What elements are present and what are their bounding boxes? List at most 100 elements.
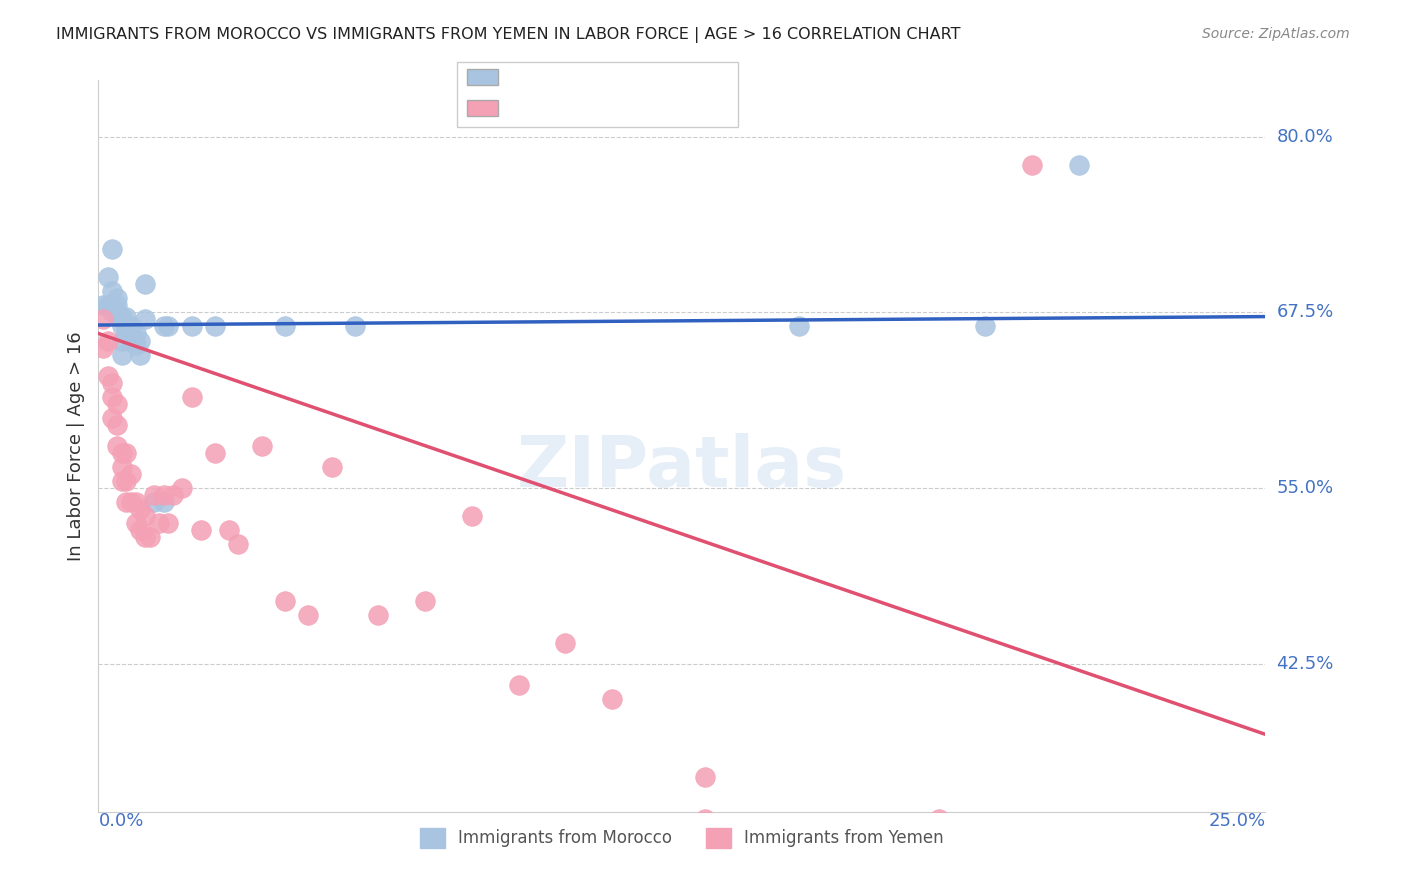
Point — [180, 390, 202, 404]
Point — [180, 319, 202, 334]
Point — [97, 270, 120, 285]
Point — [120, 467, 142, 482]
Point — [111, 319, 134, 334]
Text: IMMIGRANTS FROM MOROCCO VS IMMIGRANTS FROM YEMEN IN LABOR FORCE | AGE > 16 CORRE: IMMIGRANTS FROM MOROCCO VS IMMIGRANTS FR… — [56, 27, 960, 43]
Point — [97, 368, 120, 383]
Point — [152, 488, 174, 502]
Point — [787, 319, 810, 334]
Point — [111, 348, 134, 362]
Text: 67.5%: 67.5% — [1277, 303, 1334, 321]
Point — [134, 530, 156, 544]
Point — [101, 390, 124, 404]
Point — [1021, 158, 1043, 172]
Point — [111, 310, 134, 324]
Point — [125, 516, 148, 531]
Point — [115, 474, 138, 488]
Point — [695, 812, 717, 826]
Point — [134, 509, 156, 524]
Text: 25.0%: 25.0% — [1208, 812, 1265, 830]
Y-axis label: In Labor Force | Age > 16: In Labor Force | Age > 16 — [66, 331, 84, 561]
Point — [218, 524, 240, 538]
Point — [91, 341, 114, 355]
Point — [91, 298, 114, 312]
Text: 80.0%: 80.0% — [1277, 128, 1333, 145]
Point — [152, 495, 174, 509]
Text: R =  0.039   N = 37: R = 0.039 N = 37 — [506, 77, 668, 95]
Point — [105, 417, 128, 432]
Point — [157, 516, 180, 531]
Point — [143, 488, 166, 502]
Point — [190, 524, 212, 538]
Point — [105, 298, 128, 312]
Point — [101, 410, 124, 425]
Point — [115, 310, 138, 324]
Point — [344, 319, 367, 334]
Text: 55.0%: 55.0% — [1277, 479, 1334, 497]
Point — [129, 334, 152, 348]
Point — [274, 593, 297, 607]
Point — [508, 678, 530, 692]
Point — [129, 502, 152, 516]
Point — [157, 319, 180, 334]
Text: 0.0%: 0.0% — [98, 812, 143, 830]
Point — [152, 319, 174, 334]
Point — [125, 326, 148, 341]
Point — [129, 348, 152, 362]
Point — [105, 305, 128, 319]
Text: R = -0.682   N = 51: R = -0.682 N = 51 — [506, 108, 669, 126]
Point — [111, 474, 134, 488]
Point — [695, 770, 717, 784]
Text: ZIPatlas: ZIPatlas — [517, 434, 846, 502]
Point — [787, 833, 810, 847]
Point — [97, 334, 120, 348]
Point — [250, 439, 273, 453]
Point — [600, 692, 623, 706]
Point — [162, 488, 184, 502]
Point — [134, 277, 156, 292]
Point — [134, 312, 156, 326]
Point — [413, 593, 436, 607]
Point — [115, 319, 138, 334]
Point — [974, 319, 997, 334]
Point — [120, 495, 142, 509]
Point — [105, 291, 128, 305]
Point — [115, 446, 138, 460]
Legend: Immigrants from Morocco, Immigrants from Yemen: Immigrants from Morocco, Immigrants from… — [413, 821, 950, 855]
Point — [115, 326, 138, 341]
Point — [101, 298, 124, 312]
Point — [120, 326, 142, 341]
Point — [91, 312, 114, 326]
Point — [125, 337, 148, 351]
Point — [321, 460, 343, 475]
Point — [111, 446, 134, 460]
Text: Source: ZipAtlas.com: Source: ZipAtlas.com — [1202, 27, 1350, 41]
Point — [105, 439, 128, 453]
Point — [129, 524, 152, 538]
Point — [274, 319, 297, 334]
Point — [101, 285, 124, 299]
Point — [297, 607, 319, 622]
Point — [105, 397, 128, 411]
Point — [125, 495, 148, 509]
Point — [204, 446, 226, 460]
Point — [101, 242, 124, 256]
Point — [111, 334, 134, 348]
Point — [139, 530, 162, 544]
Point — [172, 481, 194, 495]
Point — [367, 607, 389, 622]
Point — [111, 460, 134, 475]
Point — [148, 516, 170, 531]
Point — [120, 319, 142, 334]
Point — [204, 319, 226, 334]
Point — [101, 305, 124, 319]
Point — [143, 495, 166, 509]
Point — [228, 537, 250, 551]
Point — [101, 376, 124, 390]
Point — [115, 495, 138, 509]
Point — [928, 812, 950, 826]
Point — [461, 509, 484, 524]
Point — [554, 636, 576, 650]
Point — [120, 334, 142, 348]
Point — [97, 298, 120, 312]
Point — [1067, 158, 1090, 172]
